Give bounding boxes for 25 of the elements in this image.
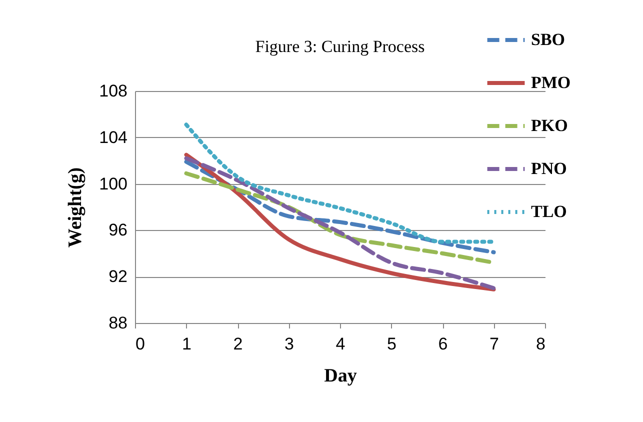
y-tick-label: 104 [99,128,128,147]
legend-label: PNO [531,159,567,178]
x-tick-label: 7 [490,334,499,354]
x-axis-title: Day [324,366,358,386]
x-tick-label: 2 [233,334,243,354]
x-tick-label: 1 [182,334,192,354]
y-tick-label: 88 [108,314,128,332]
y-tick-label: 100 [99,174,128,194]
legend-label: SBO [531,30,566,49]
x-tick-label: 6 [438,334,448,354]
y-tick-label: 92 [108,267,128,286]
line-series [184,122,496,244]
x-tick-label: 5 [387,334,396,354]
x-tick-label: 8 [536,334,546,354]
chart-title: Figure 3: Curing Process [255,37,425,56]
y-tick-label: 108 [99,82,128,100]
x-tick-label: 3 [284,334,294,354]
y-tick-label: 96 [108,220,128,240]
legend-label: PKO [531,116,568,135]
x-tick-label: 4 [336,334,346,354]
legend-label: PMO [531,73,571,92]
y-axis-title: Weight(g) [65,167,86,248]
x-tick-label: 0 [136,334,145,354]
line-series [184,160,496,254]
legend-label: TLO [531,202,567,221]
